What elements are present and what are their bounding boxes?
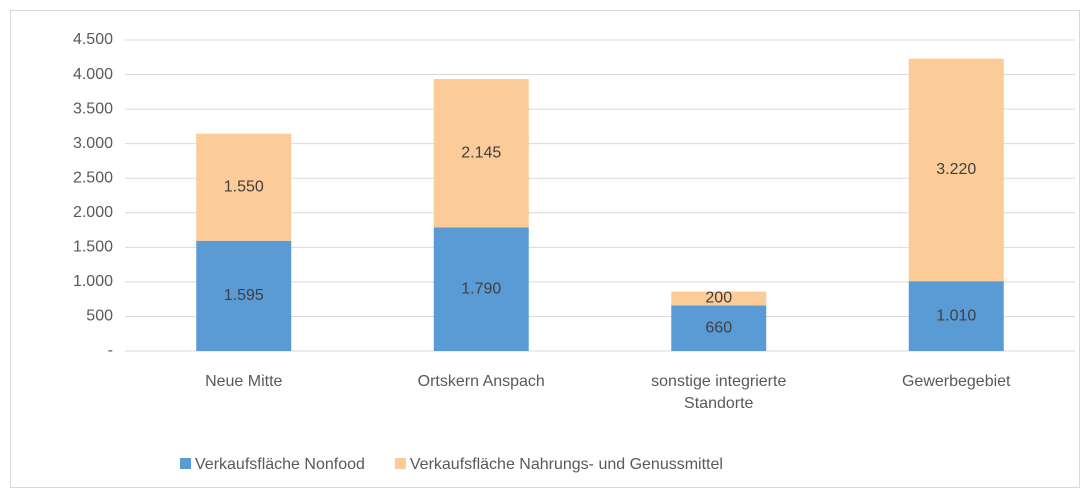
y-tick-label: 3.000 [73, 135, 113, 152]
bar-segment [671, 305, 767, 351]
bar-segment [196, 133, 292, 241]
y-tick-label: 1.000 [73, 273, 113, 290]
x-tick-label: Ortskern Anspach [417, 373, 545, 390]
y-tick-label: 3.500 [73, 100, 113, 117]
data-label: 1.595 [224, 287, 264, 304]
bar-segment [671, 291, 767, 306]
data-label: 1.550 [224, 178, 264, 195]
bar-segment [908, 58, 1004, 282]
legend-swatch [394, 458, 406, 469]
data-label: 1.790 [461, 280, 501, 297]
x-tick-label: sonstige integrierte Standorte [651, 373, 787, 412]
chart-frame [10, 10, 1080, 488]
legend-label: Verkaufsfläche Nonfood [195, 456, 365, 473]
data-label: 1.010 [936, 307, 976, 324]
data-label: 2.145 [461, 144, 501, 161]
y-tick-label: 4.000 [73, 66, 113, 83]
bar-segment [433, 79, 529, 228]
bar-segment [908, 281, 1004, 351]
y-tick-label: - [108, 342, 113, 359]
x-tick-label: Gewerbegebiet [901, 373, 1011, 390]
data-label: 3.220 [936, 161, 976, 178]
y-tick-label: 500 [86, 308, 113, 325]
bar-segment [433, 227, 529, 351]
data-label: 660 [705, 319, 732, 336]
y-tick-label: 1.500 [73, 239, 113, 256]
x-tick-label: Neue Mitte [205, 373, 283, 390]
legend-swatch [180, 458, 191, 469]
y-tick-label: 2.500 [73, 169, 113, 186]
y-tick-label: 4.500 [73, 31, 113, 48]
bar-segment [196, 240, 292, 351]
y-tick-label: 2.000 [73, 204, 113, 221]
legend-label: Verkaufsfläche Nahrungs- und Genussmitte… [410, 456, 723, 473]
data-label: 200 [705, 290, 732, 307]
